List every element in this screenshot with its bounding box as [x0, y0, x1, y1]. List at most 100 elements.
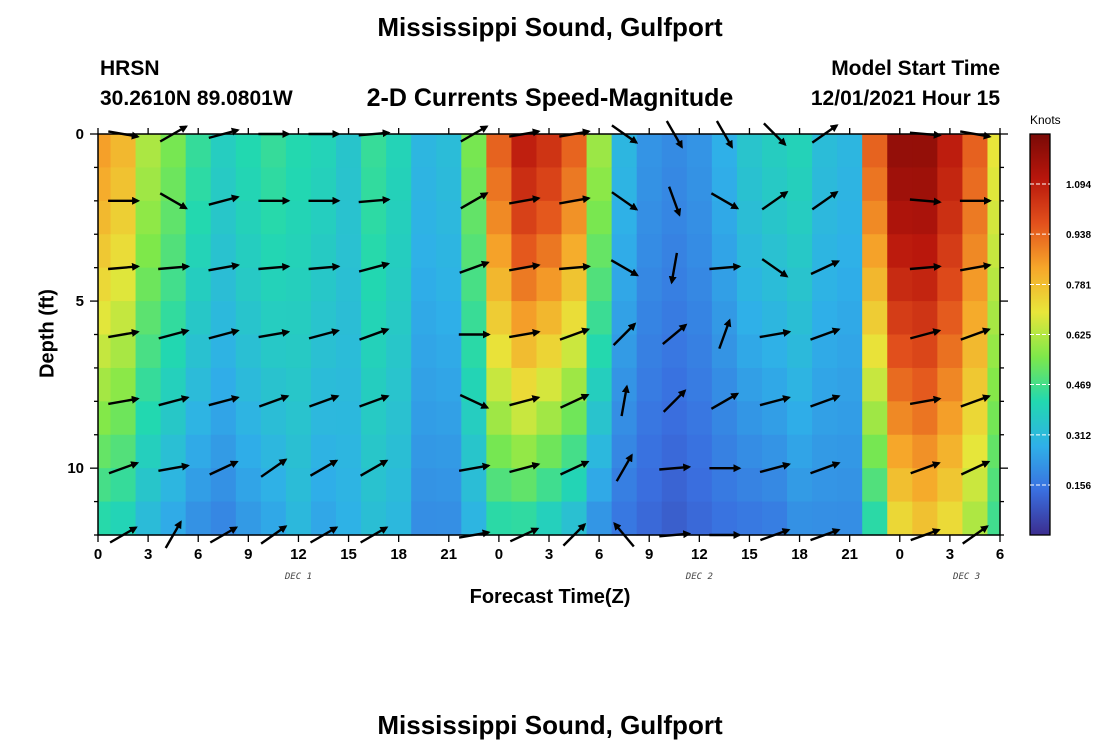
heatmap-cell	[336, 267, 362, 302]
heatmap-cell	[411, 167, 437, 202]
heatmap-cell	[110, 301, 137, 336]
heatmap-cell	[185, 468, 212, 503]
current-vector-arrow	[459, 393, 490, 409]
heatmap-cell	[160, 434, 187, 469]
heatmap-cell	[285, 134, 312, 169]
heatmap-cell	[711, 234, 738, 269]
heatmap-cell	[611, 468, 638, 503]
heatmap-cell	[586, 167, 613, 202]
heatmap-cell	[887, 234, 913, 269]
heatmap-cell	[787, 401, 813, 436]
heatmap-cell	[812, 401, 838, 436]
heatmap-cell	[787, 468, 813, 503]
current-vector-arrow	[620, 384, 630, 417]
heatmap-cell	[285, 267, 312, 302]
current-vector-arrow	[810, 461, 841, 475]
heatmap-cell	[686, 167, 713, 202]
heatmap-cell	[736, 134, 763, 169]
heatmap-cell	[135, 167, 162, 202]
current-vector-arrow	[559, 460, 590, 476]
heatmap-cell	[787, 134, 813, 169]
heatmap-cell	[461, 501, 487, 536]
x-tick-label: 21	[440, 546, 457, 563]
heatmap-cell	[937, 267, 964, 302]
heatmap-cell	[98, 301, 112, 336]
heatmap-cell	[837, 301, 863, 336]
heatmap-cell	[536, 468, 563, 503]
heatmap-cell	[336, 501, 362, 536]
heatmap-cell	[160, 334, 187, 369]
heatmap-cell	[235, 468, 262, 503]
heatmap-cell	[210, 134, 237, 169]
heatmap-cell	[98, 501, 112, 536]
heatmap-cell	[586, 468, 613, 503]
heatmap-cell	[536, 501, 563, 536]
heatmap-cell	[887, 134, 913, 169]
heatmap-cell	[837, 367, 863, 402]
current-vector-arrow	[358, 261, 391, 273]
heatmap-cell	[486, 134, 513, 169]
heatmap-cell	[536, 267, 563, 302]
heatmap-cell	[711, 501, 738, 536]
heatmap-cell	[787, 167, 813, 202]
y-axis: 0 5 10	[67, 126, 1008, 536]
heatmap-cell	[260, 434, 287, 469]
heatmap-cell	[486, 434, 513, 469]
heatmap-cell	[536, 200, 563, 235]
colorbar-tick-label: 0.469	[1066, 381, 1091, 392]
x-tick-label: 9	[645, 546, 653, 563]
heatmap-cell	[486, 301, 513, 336]
heatmap-cell	[210, 200, 237, 235]
heatmap-cell	[511, 234, 538, 269]
heatmap-cell	[511, 401, 538, 436]
heatmap-cell	[561, 468, 588, 503]
current-vector-arrow	[761, 258, 789, 278]
heatmap-cell	[611, 401, 638, 436]
heatmap-cell	[361, 167, 387, 202]
heatmap-cell	[761, 167, 788, 202]
heatmap-cell	[561, 267, 588, 302]
heatmap-cell	[686, 334, 713, 369]
heatmap-cell	[386, 468, 412, 503]
heatmap-cell	[135, 334, 162, 369]
model-start-label: Model Start Time	[831, 57, 1000, 80]
heatmap-cell	[336, 301, 362, 336]
heatmap-cell	[761, 234, 788, 269]
x-tick-label: 6	[996, 546, 1004, 563]
heatmap-cell	[260, 234, 287, 269]
heatmap-cell	[336, 434, 362, 469]
heatmap-cell	[611, 301, 638, 336]
heatmap-cell	[285, 167, 312, 202]
current-vector-arrow	[359, 327, 390, 341]
current-vector-arrow	[612, 322, 637, 346]
heatmap-cell	[736, 234, 763, 269]
heatmap-cell	[386, 200, 412, 235]
heatmap-cell	[636, 334, 663, 369]
heatmap-cell	[285, 401, 312, 436]
heatmap-cell	[536, 301, 563, 336]
colorbar-tick-label: 0.781	[1066, 280, 1091, 291]
heatmap-cell	[336, 367, 362, 402]
heatmap-cell	[636, 167, 663, 202]
chart-subtitle: 2-D Currents Speed-Magnitude	[366, 84, 734, 112]
current-vector-arrow	[759, 461, 791, 474]
heatmap-cell	[636, 367, 663, 402]
heatmap-cell	[736, 401, 763, 436]
heatmap-cell	[411, 468, 437, 503]
heatmap-cell	[235, 134, 262, 169]
heatmap-cell	[887, 401, 913, 436]
day-label: DEC 3	[952, 572, 980, 582]
heatmap-cell	[686, 301, 713, 336]
heatmap-cell	[536, 234, 563, 269]
heatmap-cell	[210, 468, 237, 503]
x-tick-label: 3	[144, 546, 152, 563]
heatmap-cell	[361, 401, 387, 436]
heatmap-cell	[310, 134, 337, 169]
heatmap-cell	[486, 401, 513, 436]
heatmap-cell	[98, 200, 112, 235]
current-vector-arrow	[559, 327, 591, 341]
heatmap-cell	[837, 401, 863, 436]
heatmap-cell	[661, 401, 688, 436]
current-vector-arrow	[718, 318, 732, 350]
heatmap-cell	[436, 434, 462, 469]
